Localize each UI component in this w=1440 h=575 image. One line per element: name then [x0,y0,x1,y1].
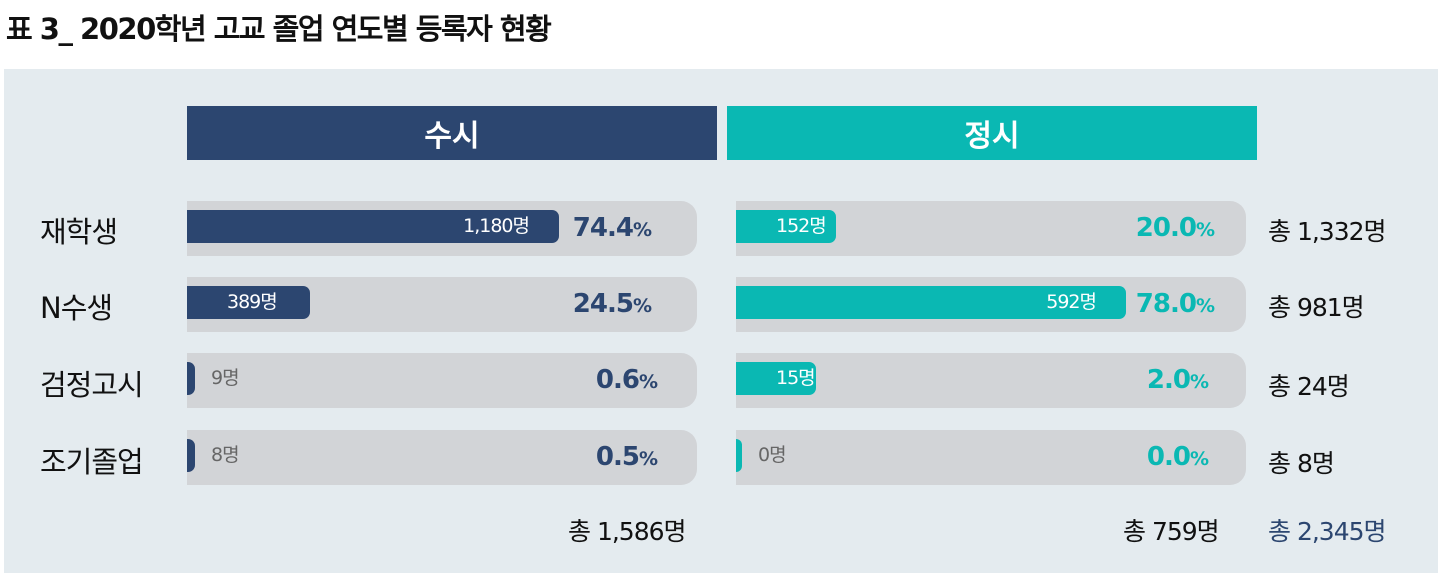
row-total: 총 981명 [1268,293,1365,322]
percent-value: 0.5 [595,442,640,472]
percent-value: 0.0 [1146,442,1191,472]
percent-unit: % [632,219,652,241]
bar-track: 152명 20.0% [736,201,1246,256]
susi-bar [187,286,310,319]
bar-track: 8명 0.5% [187,430,697,485]
row-total: 총 24명 [1268,372,1350,401]
percent-value: 74.4 [572,213,634,243]
jeongsi-percent: 2.0% [1146,353,1209,408]
percent-unit: % [1195,219,1215,241]
susi-bar [187,439,195,472]
susi-percent: 0.5% [595,430,658,485]
susi-total: 총 1,586명 [568,517,687,546]
susi-percent: 24.5% [572,277,652,332]
jeongsi-bar [736,286,1126,319]
percent-value: 2.0 [1146,365,1191,395]
percent-unit: % [638,371,658,393]
jeongsi-percent: 78.0% [1135,277,1215,332]
row-total: 총 8명 [1268,449,1335,478]
percent-value: 20.0 [1135,213,1197,243]
jeongsi-bar [736,439,742,472]
bar-track: 592명 78.0% [736,277,1246,332]
susi-header: 수시 [187,106,717,160]
susi-bar [187,210,559,243]
jeongsi-count-label: 592명 [1046,291,1097,313]
percent-value: 78.0 [1135,289,1197,319]
percent-unit: % [632,295,652,317]
chart-title: 표 3_ 2020학년 고교 졸업 연도별 등록자 현황 [6,12,552,46]
bar-track: 0명 0.0% [736,430,1246,485]
percent-unit: % [1189,371,1209,393]
susi-percent: 74.4% [572,201,652,256]
row-label: 재학생 [40,215,118,249]
jeongsi-percent: 20.0% [1135,201,1215,256]
susi-percent: 0.6% [595,353,658,408]
jeongsi-count-label: 0명 [758,444,787,466]
bar-track: 9명 0.6% [187,353,697,408]
bar-track: 1,180명 74.4% [187,201,697,256]
percent-unit: % [1195,295,1215,317]
jeongsi-count-label: 15명 [776,367,816,389]
row-label: 조기졸업 [40,445,144,479]
percent-value: 24.5 [572,289,634,319]
jeongsi-bar [736,362,816,395]
row-label: 검정고시 [40,368,144,402]
grand-total: 총 2,345명 [1268,517,1387,546]
jeongsi-total: 총 759명 [1123,517,1220,546]
susi-bar [187,362,195,395]
row-label: N수생 [40,291,113,325]
percent-value: 0.6 [595,365,640,395]
jeongsi-count-label: 152명 [776,215,827,237]
susi-count-label: 8명 [211,444,240,466]
bar-track: 15명 2.0% [736,353,1246,408]
susi-count-label: 9명 [211,367,240,389]
susi-count-label: 389명 [227,291,278,313]
bar-track: 389명 24.5% [187,277,697,332]
jeongsi-bar [736,210,836,243]
susi-count-label: 1,180명 [463,215,530,237]
percent-unit: % [1189,448,1209,470]
jeongsi-percent: 0.0% [1146,430,1209,485]
row-total: 총 1,332명 [1268,217,1387,246]
percent-unit: % [638,448,658,470]
jeongsi-header: 정시 [727,106,1257,160]
